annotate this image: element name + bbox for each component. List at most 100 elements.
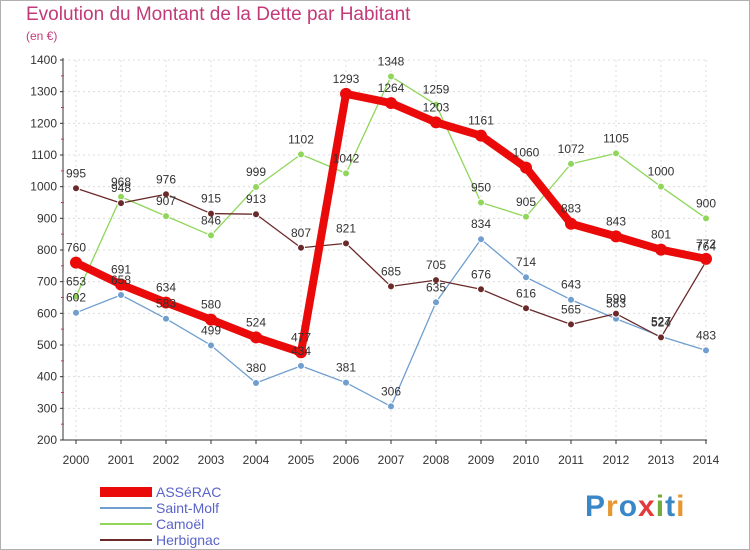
- y-tick-label: 1400: [30, 53, 57, 67]
- data-label: 1293: [333, 72, 360, 86]
- data-point: [115, 278, 127, 291]
- x-tick-label: 2005: [288, 453, 315, 467]
- data-point: [207, 231, 215, 240]
- y-tick-label: 200: [37, 433, 57, 447]
- y-tick-label: 800: [37, 243, 57, 257]
- legend-label: Camoël: [156, 516, 205, 532]
- data-label: 1060: [513, 146, 540, 160]
- x-tick-label: 2002: [153, 453, 180, 467]
- data-point: [522, 212, 530, 221]
- data-label: 583: [606, 297, 626, 311]
- data-label: 676: [471, 267, 491, 281]
- data-label: 900: [696, 196, 716, 210]
- x-tick-label: 2006: [333, 453, 360, 467]
- data-label: 1259: [423, 83, 450, 97]
- data-label: 976: [156, 172, 176, 186]
- x-tick-label: 2012: [603, 453, 630, 467]
- data-label: 524: [651, 315, 671, 329]
- data-label: 905: [516, 195, 536, 209]
- data-label: 1264: [378, 81, 405, 95]
- proxiti-logo: Proxiti: [585, 490, 685, 524]
- logo-letter: P: [585, 490, 607, 523]
- data-label: 950: [471, 181, 491, 195]
- data-label: 685: [381, 264, 401, 278]
- data-label: 948: [111, 181, 131, 195]
- data-point: [162, 314, 170, 323]
- data-point: [565, 217, 577, 230]
- y-tick-label: 300: [37, 401, 57, 415]
- data-label: 968: [111, 175, 131, 189]
- legend-swatch: [100, 523, 152, 525]
- data-label: 913: [246, 192, 266, 206]
- data-label: 1102: [288, 132, 314, 146]
- data-point: [295, 346, 307, 359]
- data-point: [432, 100, 440, 109]
- data-point: [72, 308, 80, 317]
- legend-label: Herbignac: [156, 532, 220, 548]
- data-point: [477, 285, 485, 294]
- logo-letter: x: [638, 490, 656, 523]
- data-label: 306: [381, 384, 401, 398]
- data-label: 821: [336, 221, 356, 235]
- data-point: [297, 243, 305, 252]
- data-label: 807: [291, 226, 311, 240]
- logo-letter: i: [655, 490, 666, 523]
- y-tick-label: 900: [37, 211, 57, 225]
- data-label: 635: [426, 280, 446, 294]
- data-label: 565: [561, 302, 581, 316]
- x-tick-label: 2011: [558, 453, 584, 467]
- data-label: 907: [156, 194, 176, 208]
- data-label: 1072: [558, 142, 585, 156]
- data-point: [160, 296, 172, 309]
- legend-label: ASSéRAC: [156, 484, 222, 500]
- data-label: 760: [66, 241, 86, 255]
- data-point: [162, 212, 170, 221]
- y-tick-label: 700: [37, 275, 57, 289]
- y-tick-label: 1200: [30, 116, 57, 130]
- data-point: [432, 276, 440, 285]
- x-tick-label: 2008: [423, 453, 450, 467]
- data-point: [657, 333, 665, 342]
- data-label: 583: [156, 297, 176, 311]
- data-label: 602: [66, 291, 86, 305]
- data-point: [522, 273, 530, 282]
- data-point: [342, 169, 350, 178]
- data-label: 1203: [423, 100, 450, 114]
- y-tick-label: 600: [37, 306, 57, 320]
- data-label: 524: [246, 315, 266, 329]
- data-label: 580: [201, 298, 221, 312]
- y-tick-label: 500: [37, 338, 57, 352]
- data-label: 764: [696, 239, 716, 253]
- data-label: 1348: [378, 54, 405, 68]
- data-point: [610, 230, 622, 243]
- data-point: [657, 182, 665, 191]
- data-label: 483: [696, 328, 716, 342]
- data-point: [430, 116, 442, 129]
- data-point: [520, 161, 532, 174]
- logo-letter: o: [618, 490, 639, 523]
- y-tick-label: 400: [37, 370, 57, 384]
- data-point: [387, 402, 395, 411]
- data-point: [342, 239, 350, 248]
- series-camo-l: [72, 72, 710, 301]
- data-point: [340, 87, 352, 100]
- data-point: [342, 378, 350, 387]
- data-point: [475, 129, 487, 142]
- data-point: [477, 235, 485, 244]
- data-point: [70, 256, 82, 269]
- data-point: [250, 331, 262, 344]
- data-point: [385, 97, 397, 110]
- data-point: [655, 243, 667, 256]
- data-label: 499: [201, 323, 221, 337]
- data-point: [162, 190, 170, 199]
- series-herbignac: [72, 184, 710, 342]
- unit-label: (en €): [26, 29, 58, 43]
- data-label: 1000: [648, 165, 675, 179]
- x-tick-label: 2007: [378, 453, 405, 467]
- data-point: [72, 184, 80, 193]
- legend-swatch: [100, 487, 152, 497]
- data-label: 1042: [333, 151, 360, 165]
- data-point: [297, 361, 305, 370]
- data-point: [477, 198, 485, 207]
- y-tick-label: 1100: [31, 148, 57, 162]
